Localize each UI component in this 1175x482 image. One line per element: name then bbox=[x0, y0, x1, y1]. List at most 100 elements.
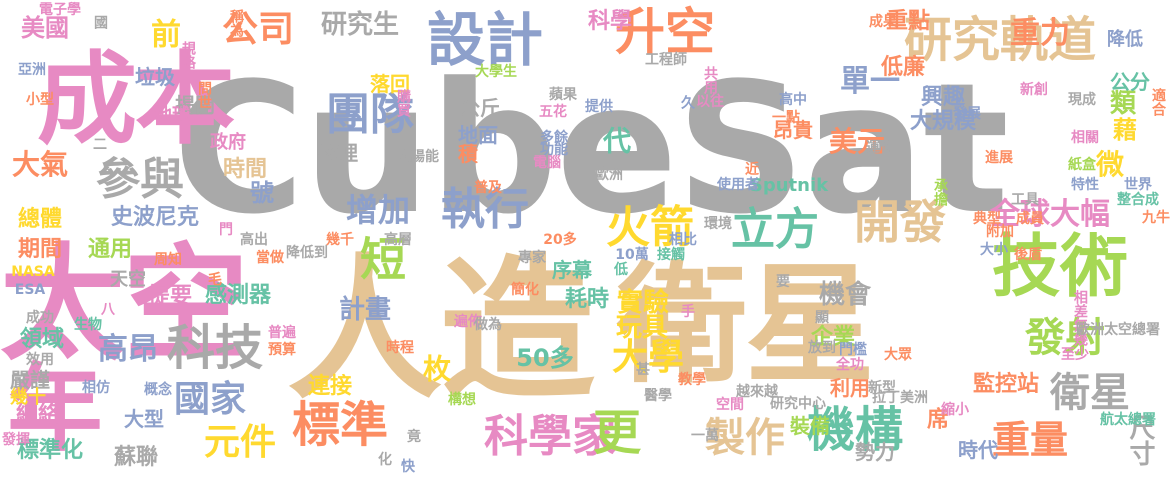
cloud-word: 當做 bbox=[256, 250, 284, 266]
cloud-word: 多餘 bbox=[540, 130, 568, 146]
cloud-word: 成功 bbox=[26, 310, 54, 326]
cloud-word: 共用 bbox=[702, 66, 718, 94]
cloud-word: 現成 bbox=[1068, 92, 1096, 108]
cloud-word: 購買 bbox=[395, 89, 411, 117]
cloud-word: NASA bbox=[11, 264, 55, 280]
cloud-word: 揭開 bbox=[175, 93, 215, 117]
cloud-word: 提要 bbox=[147, 284, 193, 309]
cloud-word: 接觸 bbox=[657, 247, 685, 263]
cloud-word: 幾十 bbox=[10, 387, 46, 408]
cloud-word: 普及 bbox=[474, 180, 502, 196]
cloud-word: 醫學 bbox=[644, 388, 672, 404]
cloud-word: 增加 bbox=[345, 191, 411, 229]
cloud-word: 九牛 bbox=[1142, 210, 1170, 226]
cloud-word: 玩具 bbox=[615, 313, 669, 343]
cloud-word: 機會 bbox=[818, 280, 872, 310]
cloud-word: Sputnik bbox=[749, 175, 829, 196]
cloud-word: 大眾 bbox=[884, 347, 912, 363]
cloud-word: 公司 bbox=[221, 9, 295, 50]
cloud-word: 國 bbox=[92, 15, 108, 29]
cloud-word: 升空 bbox=[615, 3, 715, 61]
cloud-word: 問世 bbox=[196, 81, 212, 109]
cloud-word: 放到 bbox=[808, 340, 836, 356]
cloud-word: 二 bbox=[93, 137, 107, 153]
cloud-word: 竟 bbox=[407, 429, 421, 445]
cloud-word: 計畫 bbox=[338, 295, 392, 325]
cloud-word: 高層 bbox=[384, 232, 412, 248]
cloud-word: 全球大幅 bbox=[990, 197, 1110, 232]
cloud-word: 總體 bbox=[17, 207, 63, 232]
cloud-word: 降低 bbox=[1107, 29, 1143, 50]
cloud-word: 世界 bbox=[1124, 177, 1152, 193]
cloud-word: 網絡 bbox=[15, 402, 61, 427]
cloud-word: 企業 bbox=[810, 325, 856, 350]
cloud-word: 做為 bbox=[474, 317, 502, 333]
cloud-word: 製作 bbox=[705, 415, 785, 461]
cloud-word: 通用 bbox=[87, 237, 133, 262]
cloud-word: 物理 bbox=[318, 141, 358, 165]
cloud-word: 大規模 bbox=[909, 109, 977, 134]
cloud-word: 領域 bbox=[19, 327, 65, 352]
cloud-word: 高出 bbox=[240, 232, 268, 248]
cloud-word: 蘇聯 bbox=[113, 445, 159, 470]
cloud-word: 周知 bbox=[154, 252, 182, 268]
cloud-word: 研究中心 bbox=[770, 396, 826, 412]
cloud-word: 研究生 bbox=[320, 10, 400, 40]
cloud-word: 序幕 bbox=[552, 258, 592, 282]
cloud-word: 地球 bbox=[154, 105, 190, 126]
cloud-word: 特性 bbox=[1071, 177, 1099, 193]
cloud-word: 門檻 bbox=[839, 342, 867, 358]
cloud-word: 越來越 bbox=[736, 384, 778, 400]
cloud-word: 大學 bbox=[611, 337, 685, 378]
cloud-word: 立方 bbox=[731, 204, 819, 255]
cloud-word: 監控站 bbox=[972, 372, 1040, 397]
cloud-word: 高昂 bbox=[98, 332, 158, 367]
cloud-word: 勢力 bbox=[855, 440, 895, 464]
cloud-word: 使用者 bbox=[717, 177, 759, 193]
cloud-word: 席 bbox=[923, 407, 948, 429]
cloud-word: 開發 bbox=[854, 195, 946, 249]
cloud-word: 標準化 bbox=[16, 438, 84, 463]
cloud-word: 功能 bbox=[540, 142, 568, 158]
cloud-word: 教學 bbox=[678, 372, 706, 388]
cloud-word: 附加 bbox=[986, 224, 1014, 240]
cloud-word: 枚 bbox=[419, 354, 452, 382]
cloud-word: 興趣 bbox=[920, 85, 966, 110]
cloud-word: 甚 bbox=[636, 362, 650, 378]
cloud-word: 高中 bbox=[779, 92, 807, 108]
cloud-word: 全功 bbox=[836, 357, 864, 373]
cloud-word: 新型 bbox=[868, 380, 896, 396]
cloud-word: 連接 bbox=[307, 374, 353, 399]
cloud-word: 空間 bbox=[716, 397, 744, 413]
cloud-word: 幾千 bbox=[326, 232, 354, 248]
cloud-word: 簡化 bbox=[511, 282, 539, 298]
cloud-word: 快 bbox=[401, 459, 415, 475]
cloud-word: 人造 bbox=[287, 239, 595, 421]
cloud-word: 美元 bbox=[828, 125, 886, 158]
cloud-word: 航太總署 bbox=[1100, 412, 1156, 428]
cloud-word: 歐洲 bbox=[595, 167, 623, 183]
cloud-word: 前 bbox=[145, 18, 180, 48]
cloud-word: 毛 bbox=[208, 272, 222, 288]
cloud-word: 公分 bbox=[1110, 70, 1150, 94]
cloud-word: 利用 bbox=[830, 376, 870, 400]
cloud-word: 蘋果 bbox=[549, 87, 577, 103]
cloud-word: 號 bbox=[250, 179, 274, 207]
cloud-word: 藉 bbox=[1113, 116, 1137, 144]
cloud-word: 新創 bbox=[1020, 82, 1048, 98]
cloud-word: 拉丁美洲 bbox=[872, 390, 928, 406]
cloud-word: 時程 bbox=[386, 340, 414, 356]
cloud-word: 手 bbox=[681, 304, 695, 320]
cloud-word: 預算 bbox=[268, 342, 296, 358]
cloud-word: 工具 bbox=[1011, 192, 1039, 208]
cloud-word: 五花 bbox=[539, 104, 567, 120]
cloud-word: 代 bbox=[599, 126, 632, 154]
cloud-word: 大學生 bbox=[475, 64, 517, 80]
cloud-word: 重量 bbox=[991, 418, 1069, 462]
cloud-word: 技術 bbox=[991, 228, 1129, 307]
cloud-word: 參與 bbox=[96, 154, 184, 205]
cloud-word: 火箭 bbox=[606, 202, 694, 253]
cloud-word: 至少 bbox=[1061, 347, 1089, 363]
cloud-word: 時代 bbox=[958, 438, 998, 462]
